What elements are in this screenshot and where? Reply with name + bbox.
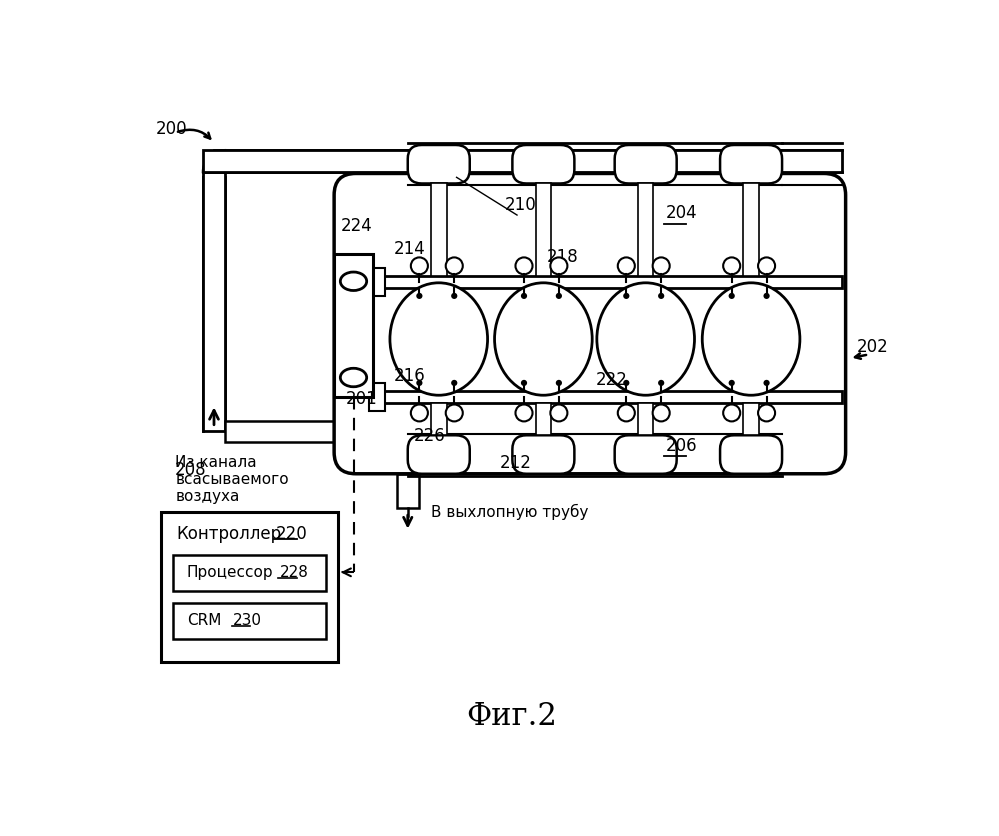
Circle shape [728,293,735,299]
Bar [369,268,385,296]
Circle shape [658,380,664,386]
Text: 216: 216 [394,367,426,385]
FancyBboxPatch shape [720,436,782,474]
Circle shape [411,257,428,274]
Bar [203,150,842,172]
Ellipse shape [495,283,592,395]
Bar [743,183,759,276]
Text: 201: 201 [346,390,378,409]
Text: 226: 226 [414,427,446,446]
FancyBboxPatch shape [512,436,574,474]
Text: 224: 224 [341,217,372,235]
Text: Контроллер: Контроллер [177,525,282,543]
Bar [638,183,653,276]
Circle shape [723,405,740,421]
FancyBboxPatch shape [720,145,782,183]
Circle shape [550,405,567,421]
Circle shape [623,380,629,386]
Text: 228: 228 [280,565,309,580]
Text: 214: 214 [394,240,426,258]
FancyBboxPatch shape [408,436,470,474]
Bar [535,183,551,276]
Circle shape [520,293,527,299]
Ellipse shape [341,369,367,387]
Text: 208: 208 [175,461,207,479]
Bar [225,421,397,442]
Circle shape [515,257,532,274]
Circle shape [452,380,458,386]
Circle shape [617,257,634,274]
Bar [743,403,759,436]
Text: 202: 202 [857,338,889,356]
Bar [535,403,551,436]
Text: В выхлопную трубу: В выхлопную трубу [431,504,588,520]
Circle shape [411,405,428,421]
Circle shape [652,405,669,421]
Bar [638,403,653,436]
Circle shape [555,380,562,386]
Text: Процессор: Процессор [187,565,274,580]
FancyBboxPatch shape [614,436,676,474]
Circle shape [550,257,567,274]
Circle shape [515,405,532,421]
Text: 210: 210 [504,196,536,214]
Bar [369,383,385,410]
Bar [173,603,327,640]
Ellipse shape [596,283,694,395]
Ellipse shape [702,283,800,395]
Ellipse shape [341,272,367,291]
FancyBboxPatch shape [512,145,574,183]
Circle shape [658,293,664,299]
Ellipse shape [390,283,488,395]
Circle shape [555,293,562,299]
FancyBboxPatch shape [408,145,470,183]
Bar [397,474,419,508]
Text: 218: 218 [547,248,579,266]
Circle shape [417,293,423,299]
Circle shape [446,405,463,421]
Circle shape [417,380,423,386]
Circle shape [723,257,740,274]
Text: 204: 204 [665,204,697,222]
Circle shape [452,293,458,299]
Bar [431,403,447,436]
Circle shape [758,257,775,274]
Text: 206: 206 [665,436,697,455]
Circle shape [446,257,463,274]
Text: 220: 220 [276,525,308,543]
Bar [373,390,842,403]
Text: Фиг.2: Фиг.2 [467,701,557,732]
Text: 222: 222 [595,371,627,390]
Circle shape [652,257,669,274]
Circle shape [728,380,735,386]
Circle shape [763,380,769,386]
Circle shape [763,293,769,299]
Bar [203,172,225,431]
Bar [334,254,373,397]
Text: Из канала
всасываемого
воздуха: Из канала всасываемого воздуха [175,455,289,504]
Bar [161,512,338,662]
Text: CRM: CRM [187,614,221,629]
Bar [173,554,327,591]
Text: 212: 212 [500,454,531,472]
Bar [431,183,447,276]
Circle shape [617,405,634,421]
Text: 230: 230 [234,614,263,629]
Circle shape [623,293,629,299]
Text: 200: 200 [156,120,188,138]
Circle shape [520,380,527,386]
Circle shape [758,405,775,421]
Bar [373,276,842,288]
FancyBboxPatch shape [334,174,845,474]
FancyBboxPatch shape [614,145,676,183]
